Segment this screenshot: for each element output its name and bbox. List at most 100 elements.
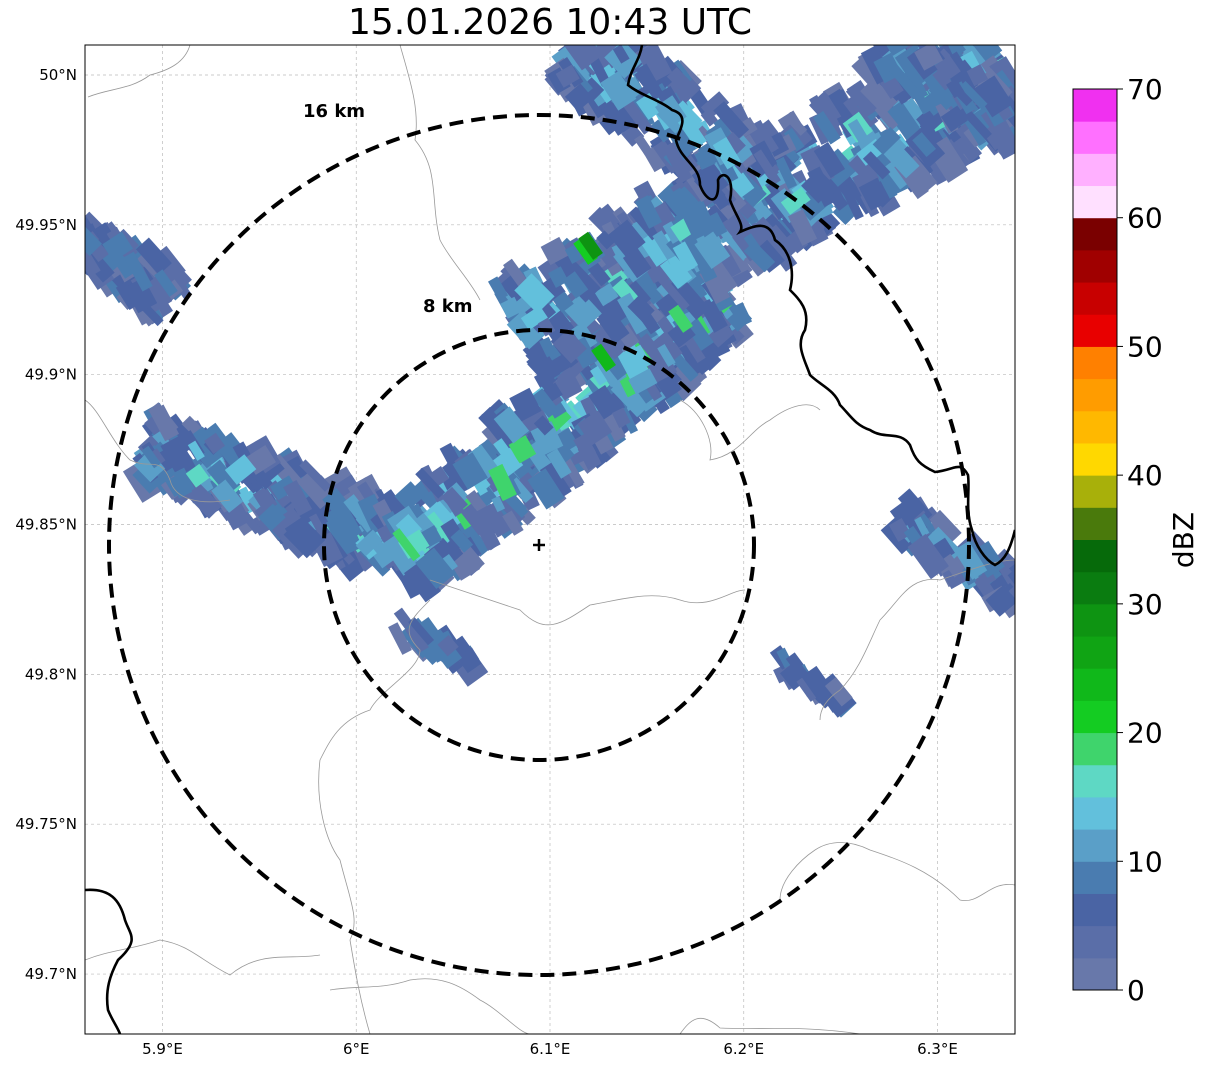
echo-cell <box>250 514 271 536</box>
echo-cell <box>917 512 937 535</box>
colorbar-segment <box>1073 796 1117 830</box>
echo-cell-strong <box>578 231 603 260</box>
lon-tick-label: 5.9°E <box>142 1040 183 1058</box>
colorbar-segment <box>1073 603 1117 637</box>
echo-cell <box>488 276 509 301</box>
map-title: 15.01.2026 10:43 UTC <box>347 2 753 43</box>
echo-cell <box>840 184 864 221</box>
ring-label-8km: 8 km <box>423 296 473 317</box>
colorbar-segment <box>1073 314 1117 347</box>
echo-cell <box>381 533 420 576</box>
lat-tick-label: 49.8°N <box>25 665 77 683</box>
colorbar-tick-label: 70 <box>1127 73 1163 106</box>
echo-cell <box>617 292 650 335</box>
echo-cell <box>502 510 524 536</box>
echo-cell <box>452 452 488 490</box>
lat-tick-label: 49.85°N <box>15 516 77 534</box>
echo-cell <box>959 105 992 140</box>
echo-cell <box>504 493 529 518</box>
echo-cell <box>602 412 626 442</box>
echo-cell <box>824 676 853 707</box>
echo-cell <box>460 544 485 571</box>
echo-cell <box>1003 98 1015 132</box>
radar-site-marker <box>533 539 545 551</box>
echo-cell <box>85 216 102 257</box>
echo-cell <box>627 280 652 306</box>
echo-cell <box>657 275 690 311</box>
echo-cell <box>694 147 716 170</box>
colorbar-segment <box>1073 153 1117 187</box>
echo-cell <box>154 269 178 297</box>
echo-cell <box>325 512 363 557</box>
lon-tick-label: 6.3°E <box>917 1040 958 1058</box>
admin-boundary-line <box>87 45 191 98</box>
colorbar-segment <box>1073 89 1117 122</box>
lon-tick-label: 6.1°E <box>530 1040 571 1058</box>
colorbar-segment <box>1073 282 1117 315</box>
ring-label-16km: 16 km <box>303 101 365 122</box>
echo-cell <box>459 523 490 557</box>
echo-cell <box>696 212 728 243</box>
echo-cell <box>652 230 680 265</box>
colorbar-frame <box>1072 88 1118 991</box>
echo-cell <box>946 78 965 99</box>
admin-boundary-line <box>85 939 321 976</box>
echo-cell <box>888 64 922 100</box>
echo-cell <box>627 294 655 323</box>
lat-tick-label: 49.75°N <box>15 815 77 833</box>
admin-boundary-line <box>679 399 821 461</box>
echo-cell <box>657 344 676 367</box>
echo-cell <box>637 270 663 305</box>
echo-cell <box>437 635 459 657</box>
echo-cell <box>785 229 809 254</box>
range-ring <box>107 113 971 977</box>
echo-cell <box>509 387 542 422</box>
echo-cell <box>636 45 673 83</box>
echo-cell <box>682 334 706 363</box>
echo-cell <box>322 488 352 519</box>
colorbar-tick-label: 20 <box>1127 717 1163 750</box>
echo-cell <box>185 463 210 488</box>
echo-cell <box>882 140 920 179</box>
echo-cell <box>577 410 613 446</box>
echo-cell-strong <box>668 304 693 333</box>
admin-boundary-line <box>318 599 431 1034</box>
colorbar-segments <box>1073 89 1117 991</box>
lat-tick-label: 49.9°N <box>25 366 77 384</box>
colorbar-segment <box>1073 507 1117 540</box>
echo-cell <box>628 368 658 395</box>
echo-cell <box>896 497 925 526</box>
echo-cell <box>124 277 158 314</box>
colorbar-segment <box>1073 925 1117 959</box>
echo-cell <box>1004 562 1015 589</box>
colorbar-segment <box>1073 732 1117 766</box>
echo-cell <box>408 616 435 646</box>
echo-cell <box>555 64 580 88</box>
colorbar-segment <box>1073 829 1117 862</box>
echo-cell <box>845 84 872 112</box>
echo-cell <box>415 467 446 499</box>
colorbar-segment <box>1073 893 1117 927</box>
echo-cell <box>973 75 1013 118</box>
echo-cell <box>355 529 383 557</box>
echo-cell <box>612 45 630 64</box>
echo-cell <box>672 241 699 272</box>
admin-boundary-line <box>399 45 481 301</box>
lat-tick-label: 49.7°N <box>25 965 77 983</box>
lon-tick-label: 6°E <box>343 1040 370 1058</box>
echo-cell <box>713 101 750 140</box>
echo-cell <box>548 266 569 288</box>
echo-cell <box>518 329 537 349</box>
echo-cell <box>616 345 649 381</box>
colorbar-tick-label: 0 <box>1127 974 1145 1007</box>
echo-cell <box>662 221 682 244</box>
national-borders <box>85 45 1015 1034</box>
lon-tick-label: 6.2°E <box>723 1040 764 1058</box>
echo-cell <box>681 112 703 141</box>
echo-cell <box>562 45 603 71</box>
echo-cell <box>508 435 537 464</box>
echo-cell <box>160 435 196 477</box>
echo-cell <box>185 426 225 469</box>
echo-cell <box>813 141 846 178</box>
